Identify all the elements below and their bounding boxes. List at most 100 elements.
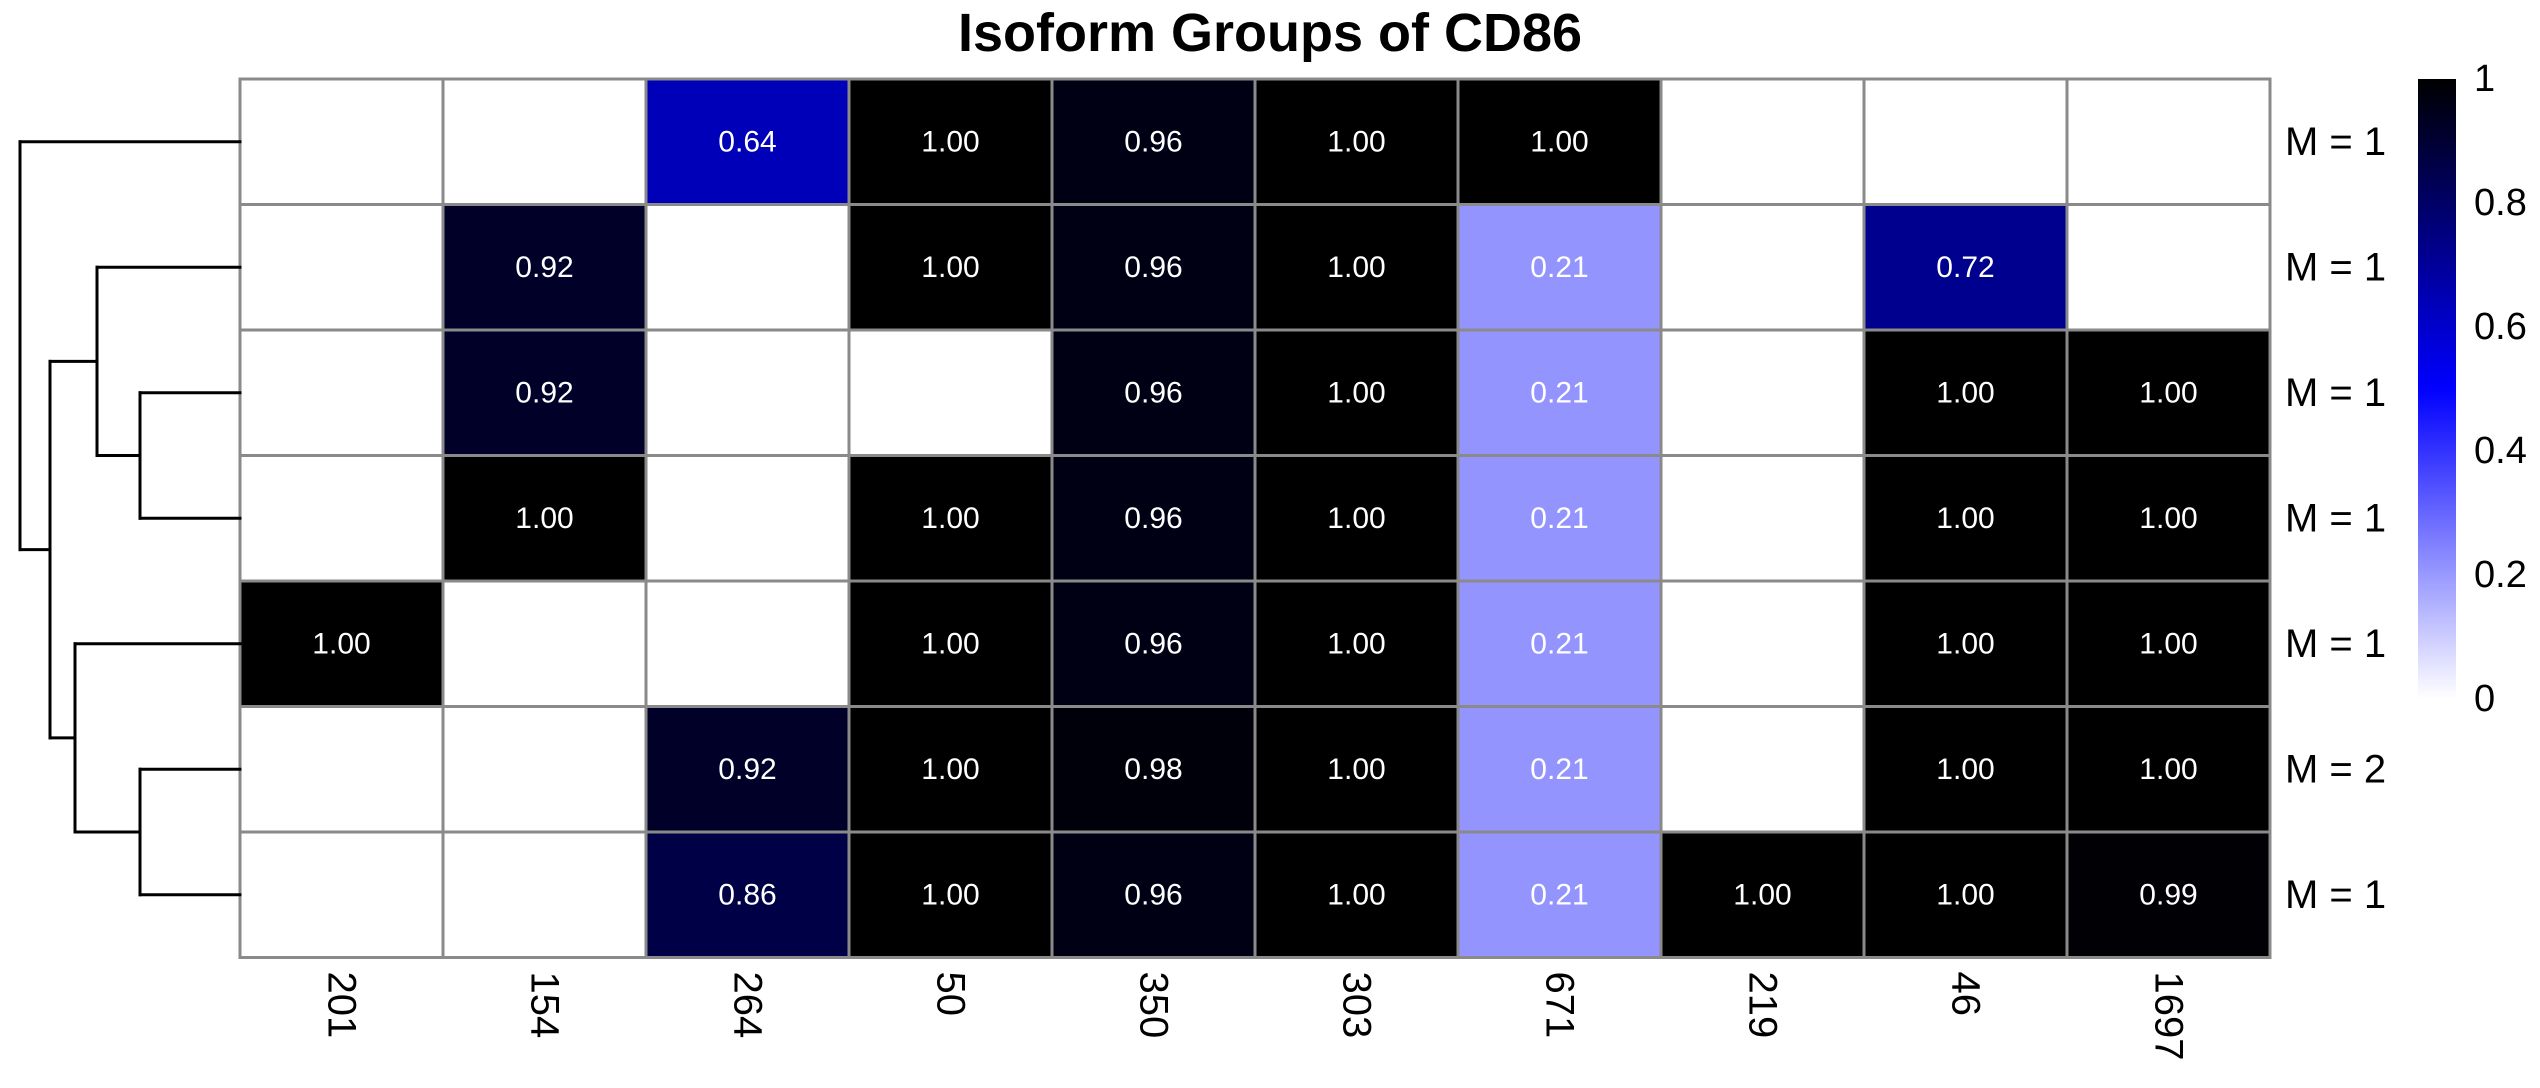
cell-value-label: 0.64 (718, 125, 776, 158)
column-label: 264 (726, 972, 770, 1039)
cell-value-label: 1.00 (2139, 376, 2197, 409)
heatmap-cell (441, 77, 648, 206)
heatmap-cell (1456, 579, 1663, 708)
cell-value-label: 1.00 (1936, 376, 1994, 409)
cell-value-label: 0.21 (1530, 753, 1588, 786)
cell-value-label: 1.00 (1327, 753, 1385, 786)
cell-value-label: 1.00 (1327, 627, 1385, 660)
legend-tick-label: 0.6 (2474, 306, 2527, 348)
cell-value-label: 1.00 (1327, 251, 1385, 284)
heatmap-cell (644, 579, 851, 708)
heatmap-cell (238, 830, 445, 959)
heatmap-cell (1050, 77, 1257, 206)
heatmap-cell (1253, 328, 1460, 457)
cell-value-label: 0.96 (1124, 376, 1182, 409)
cell-value-label: 0.21 (1530, 502, 1588, 535)
row-label: M = 1 (2285, 496, 2386, 540)
cell-value-label: 0.98 (1124, 753, 1182, 786)
heatmap-cell (1862, 830, 2069, 959)
heatmap-cell (644, 830, 851, 959)
row-label: M = 1 (2285, 120, 2386, 164)
heatmap-cell (1050, 203, 1257, 332)
heatmap-cell (1862, 77, 2069, 206)
cell-value-label: 1.00 (921, 125, 979, 158)
cell-value-label: 0.96 (1124, 878, 1182, 911)
column-label: 46 (1944, 972, 1988, 1017)
heatmap-cell (847, 77, 1054, 206)
cell-value-label: 1.00 (1327, 125, 1385, 158)
heatmap-cell (847, 328, 1054, 457)
cell-value-label: 0.21 (1530, 376, 1588, 409)
heatmap-cell (644, 454, 851, 583)
heatmap-cell (2065, 77, 2272, 206)
row-label: M = 1 (2285, 371, 2386, 415)
cell-value-label: 1.00 (921, 502, 979, 535)
legend-tick-label: 1 (2474, 58, 2495, 100)
column-label: 350 (1132, 972, 1176, 1039)
heatmap-cell (1253, 705, 1460, 834)
heatmap-cell (1456, 203, 1663, 332)
heatmap-cell (1456, 454, 1663, 583)
cell-value-label: 1.00 (1327, 502, 1385, 535)
cell-value-label: 1.00 (1936, 878, 1994, 911)
heatmap-cell (1050, 830, 1257, 959)
column-label: 201 (320, 972, 364, 1039)
heatmap-cell (441, 579, 648, 708)
heatmap-cell (441, 454, 648, 583)
heatmap-cell (441, 328, 648, 457)
column-label: 303 (1335, 972, 1379, 1039)
heatmap-cell (1659, 454, 1866, 583)
cell-value-label: 0.96 (1124, 627, 1182, 660)
heatmap-cell (2065, 328, 2272, 457)
heatmap-cell (238, 77, 445, 206)
chart-title: Isoform Groups of CD86 (957, 3, 1583, 63)
cell-value-label: 0.92 (718, 753, 776, 786)
legend-tick-label: 0.8 (2474, 182, 2527, 224)
cell-value-label: 1.00 (1936, 753, 1994, 786)
heatmap-cell (1659, 579, 1866, 708)
heatmap-cell (238, 579, 445, 708)
heatmap-cell (238, 454, 445, 583)
heatmap-cell (238, 203, 445, 332)
cell-value-label: 0.21 (1530, 627, 1588, 660)
heatmap-cell (644, 203, 851, 332)
cell-value-label: 1.00 (2139, 753, 2197, 786)
heatmap-cell (1456, 830, 1663, 959)
cell-value-label: 1.00 (1733, 878, 1791, 911)
cell-value-label: 1.00 (921, 753, 979, 786)
cell-value-label: 0.21 (1530, 878, 1588, 911)
row-label: M = 1 (2285, 873, 2386, 917)
heatmap-cell (1862, 454, 2069, 583)
cell-value-label: 1.00 (2139, 627, 2197, 660)
heatmap-cell (238, 705, 445, 834)
heatmap-cell (644, 77, 851, 206)
column-label: 154 (523, 972, 567, 1039)
heatmap-cell (1659, 705, 1866, 834)
row-label: M = 2 (2285, 747, 2386, 791)
heatmap-cell (1659, 77, 1866, 206)
heatmap-cell (441, 830, 648, 959)
cell-value-label: 1.00 (921, 627, 979, 660)
heatmap-cell (2065, 579, 2272, 708)
cell-value-label: 0.92 (515, 376, 573, 409)
heatmap-cell (2065, 830, 2272, 959)
heatmap-cell (441, 705, 648, 834)
heatmap-cell (1456, 328, 1663, 457)
column-label: 50 (929, 972, 973, 1017)
row-label: M = 1 (2285, 622, 2386, 666)
column-label: 1697 (2147, 972, 2191, 1061)
cell-value-label: 0.96 (1124, 502, 1182, 535)
cell-value-label: 1.00 (1936, 627, 1994, 660)
heatmap-cell (1659, 203, 1866, 332)
cell-value-label: 1.00 (2139, 502, 2197, 535)
heatmap-cell (2065, 454, 2272, 583)
heatmap-cell (1862, 328, 2069, 457)
cell-value-label: 1.00 (1936, 502, 1994, 535)
heatmap-cell (238, 328, 445, 457)
cell-value-label: 0.96 (1124, 125, 1182, 158)
cell-value-label: 1.00 (312, 627, 370, 660)
cell-value-label: 1.00 (1327, 376, 1385, 409)
heatmap-cell (847, 454, 1054, 583)
heatmap-cell (1050, 328, 1257, 457)
